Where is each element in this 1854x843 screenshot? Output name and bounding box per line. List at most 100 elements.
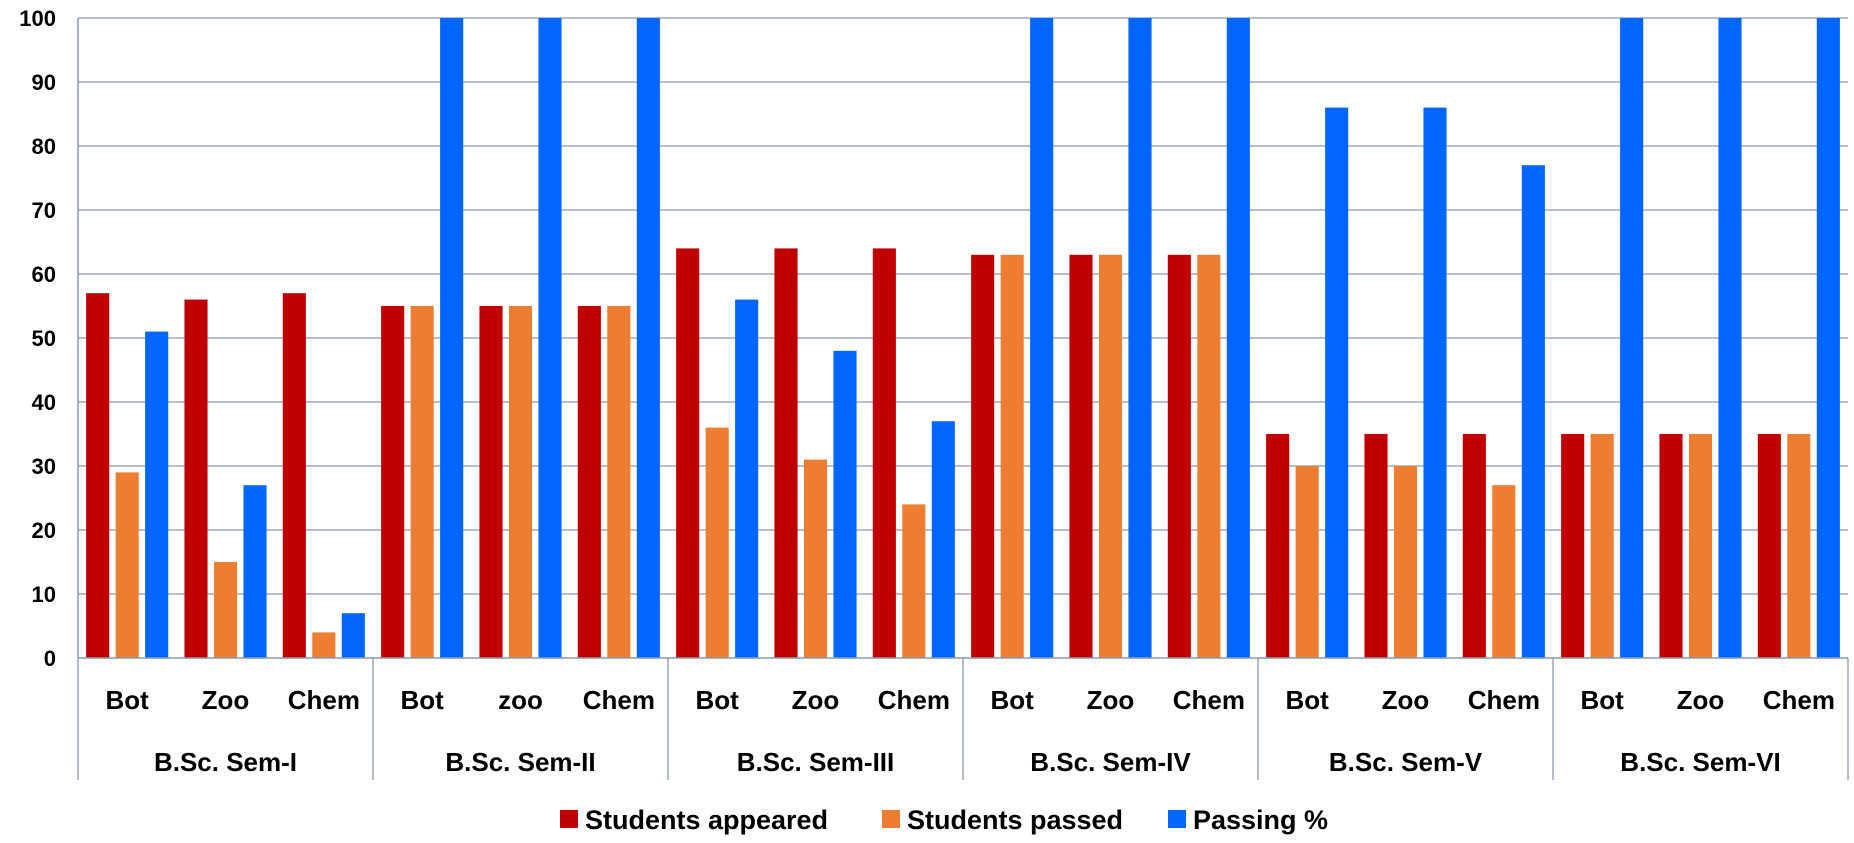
- bar: [145, 331, 169, 658]
- bar: [282, 293, 306, 658]
- bar: [1757, 434, 1781, 658]
- bar: [1787, 434, 1811, 658]
- y-tick-label: 0: [44, 646, 56, 671]
- bar: [1069, 254, 1093, 659]
- category-label: Zoo: [1677, 685, 1725, 715]
- category-label: Zoo: [1087, 685, 1135, 715]
- legend: Students appeared Students passed Passing …: [560, 805, 1328, 835]
- group-label: B.Sc. Sem-II: [445, 747, 595, 777]
- axes: [77, 18, 1849, 780]
- group-label: B.Sc. Sem-V: [1329, 747, 1483, 777]
- bar: [607, 306, 631, 658]
- y-tick-label: 50: [32, 326, 56, 351]
- bar: [1816, 18, 1840, 658]
- legend-swatch: [560, 810, 578, 828]
- category-label: Bot: [106, 685, 150, 715]
- bar: [902, 504, 926, 658]
- category-label: Chem: [583, 685, 655, 715]
- category-label: Bot: [696, 685, 740, 715]
- y-tick-labels: 0 10 20 30 40 50 60 70 80 90 100: [19, 6, 56, 671]
- category-label: Chem: [878, 685, 950, 715]
- bar: [872, 248, 896, 658]
- bar: [1659, 434, 1683, 658]
- category-label: Chem: [288, 685, 360, 715]
- category-label: Zoo: [1382, 685, 1430, 715]
- bar: [636, 18, 660, 658]
- bar: [341, 613, 365, 658]
- bar: [243, 485, 267, 658]
- bar: [1167, 254, 1191, 659]
- bar: [1295, 466, 1319, 658]
- bar: [1030, 18, 1054, 658]
- category-label: Chem: [1763, 685, 1835, 715]
- bar: [1521, 165, 1545, 658]
- y-tick-label: 20: [32, 518, 56, 543]
- bar: [1128, 18, 1152, 658]
- y-tick-label: 10: [32, 582, 56, 607]
- category-label: Bot: [401, 685, 445, 715]
- bar: [774, 248, 798, 658]
- bar: [833, 350, 857, 658]
- y-tick-label: 80: [32, 134, 56, 159]
- y-tick-label: 30: [32, 454, 56, 479]
- legend-swatch: [882, 810, 900, 828]
- bar: [1590, 434, 1614, 658]
- bar: [1620, 18, 1644, 658]
- bar: [1462, 434, 1486, 658]
- y-tick-label: 40: [32, 390, 56, 415]
- group-label: B.Sc. Sem-IV: [1030, 747, 1191, 777]
- bar: [1000, 254, 1024, 659]
- category-label: Bot: [1286, 685, 1330, 715]
- bar: [410, 306, 434, 658]
- bar: [1098, 254, 1123, 659]
- bar: [1492, 485, 1516, 658]
- category-label: Bot: [991, 685, 1035, 715]
- legend-label: Students appeared: [585, 805, 828, 835]
- bar: [735, 299, 759, 658]
- bar: [676, 248, 700, 658]
- category-label: Chem: [1173, 685, 1245, 715]
- bar: [440, 18, 464, 658]
- bar: [312, 632, 336, 658]
- x-axis-labels: Bot Zoo Chem B.Sc. Sem-I Bot zoo Chem B.Sc. Sem…: [106, 685, 1835, 777]
- bar: [213, 562, 238, 658]
- bar: [705, 427, 729, 658]
- y-tick-label: 100: [19, 6, 56, 31]
- bar: [971, 254, 995, 659]
- bar: [1266, 434, 1290, 658]
- bar: [1718, 18, 1742, 658]
- bar: [931, 421, 955, 658]
- gridlines: [78, 17, 1848, 595]
- category-label: Zoo: [792, 685, 840, 715]
- bar: [508, 306, 533, 658]
- bar: [577, 306, 601, 658]
- bar: [803, 459, 828, 658]
- bar: [479, 306, 503, 658]
- y-tick-label: 60: [32, 262, 56, 287]
- legend-swatch: [1168, 810, 1186, 828]
- group-label: B.Sc. Sem-I: [154, 747, 297, 777]
- group-label: B.Sc. Sem-VI: [1620, 747, 1780, 777]
- category-label: zoo: [498, 685, 543, 715]
- bar: [184, 299, 208, 658]
- bar: [1688, 434, 1713, 658]
- bar: [1561, 434, 1585, 658]
- bar: [115, 472, 139, 658]
- bar: [1364, 434, 1388, 658]
- legend-label: Students passed: [907, 805, 1123, 835]
- bar: [1393, 466, 1418, 658]
- bar: [1226, 18, 1250, 658]
- y-tick-label: 90: [32, 70, 56, 95]
- category-label: Zoo: [202, 685, 250, 715]
- bar: [381, 306, 405, 658]
- bar: [538, 18, 562, 658]
- group-label: B.Sc. Sem-III: [737, 747, 895, 777]
- y-tick-label: 70: [32, 198, 56, 223]
- category-label: Bot: [1581, 685, 1625, 715]
- category-label: Chem: [1468, 685, 1540, 715]
- bar: [86, 293, 110, 658]
- legend-label: Passing %: [1193, 805, 1328, 835]
- bars: [86, 18, 1840, 659]
